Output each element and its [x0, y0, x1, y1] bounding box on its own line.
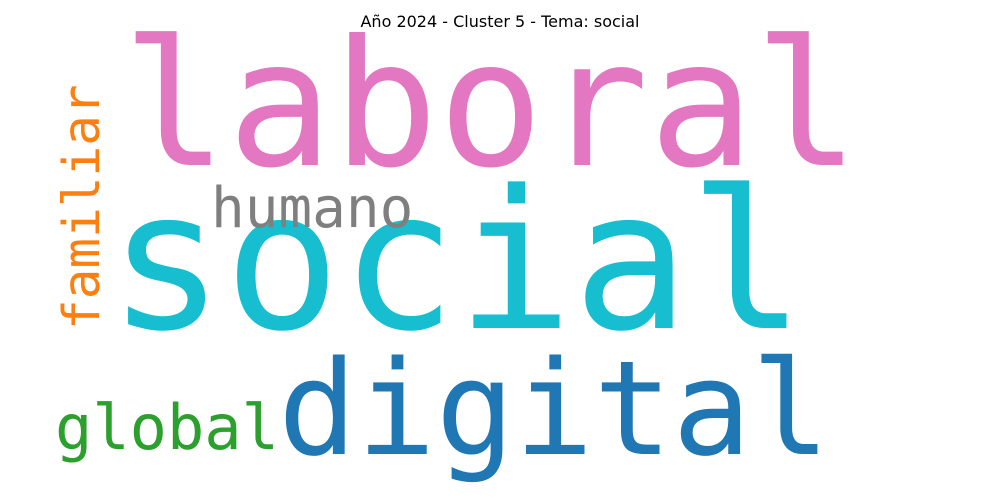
word-digital: digital — [278, 332, 831, 485]
word-humano: humano — [211, 176, 414, 241]
word-laboral: laboral — [122, 4, 860, 207]
word-familiar: familiar — [53, 84, 112, 330]
wordcloud-title: Año 2024 - Cluster 5 - Tema: social — [360, 12, 640, 31]
word-social: social — [108, 149, 806, 374]
word-global: global — [55, 391, 279, 464]
